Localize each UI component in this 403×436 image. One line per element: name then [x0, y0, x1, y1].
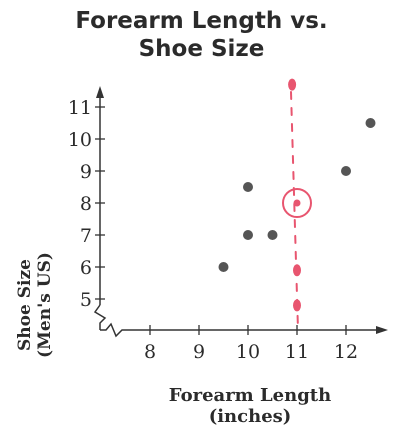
y-tick-label: 6	[80, 257, 92, 279]
chart-title-line-1: Forearm Length vs.	[75, 8, 328, 34]
annotation-circle	[282, 188, 312, 218]
y-tick-label: 5	[80, 289, 92, 311]
annotation-dashed-line	[290, 91, 299, 331]
y-axis-label-line-2: (Men's US)	[35, 252, 55, 358]
data-point	[243, 182, 253, 192]
y-tick-label: 11	[68, 97, 92, 119]
y-axis-label: Shoe Size (Men's US)	[15, 205, 55, 405]
y-axis-arrow	[96, 86, 104, 98]
y-axis-break	[93, 304, 107, 330]
x-axis-label-line-1: Forearm Length	[168, 385, 332, 406]
data-point	[365, 118, 376, 128]
x-axis-arrow	[376, 326, 388, 334]
y-tick-label: 10	[68, 129, 92, 151]
data-point	[341, 166, 351, 176]
x-tick-label: 8	[144, 341, 156, 363]
annotation-mark	[293, 299, 301, 312]
y-tick-label: 7	[80, 225, 92, 247]
x-tick-label: 12	[334, 341, 358, 363]
x-tick-label: 10	[236, 341, 260, 363]
annotation-mark	[293, 264, 301, 277]
x-axis-break	[100, 322, 130, 338]
x-tick-label: 11	[285, 341, 309, 363]
data-point	[218, 262, 229, 272]
annotation-mark	[288, 78, 297, 91]
annotation-circled-dot	[293, 199, 301, 207]
chart-title-line-2: Shoe Size	[138, 36, 265, 62]
x-tick-label: 9	[193, 341, 205, 363]
x-axis-label-line-2: (inches)	[208, 406, 292, 427]
y-tick-label: 8	[80, 193, 92, 215]
y-axis-label-line-1: Shoe Size	[15, 259, 35, 351]
y-tick-label: 9	[80, 161, 92, 183]
data-point	[243, 230, 253, 240]
data-point	[267, 230, 278, 240]
